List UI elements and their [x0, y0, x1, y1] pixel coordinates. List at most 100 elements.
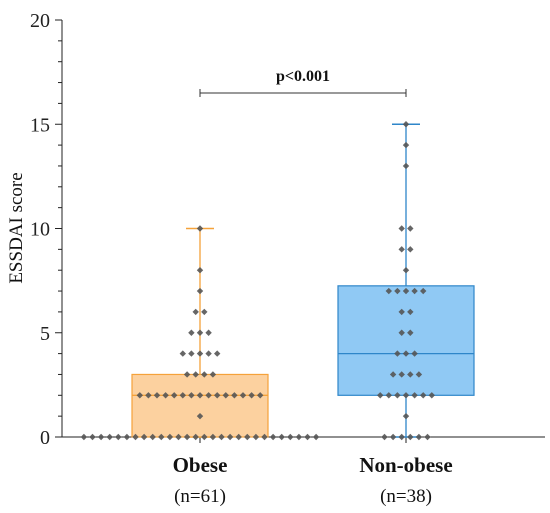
data-point	[166, 433, 174, 441]
data-point	[153, 392, 161, 399]
data-point	[201, 433, 208, 441]
data-point	[188, 392, 195, 399]
data-point	[398, 371, 405, 378]
y-tick-label: 5	[40, 323, 50, 345]
sample-size-label: (n=61)	[174, 486, 226, 507]
sample-size-label: (n=38)	[380, 486, 432, 507]
data-point	[402, 121, 410, 128]
data-point	[402, 412, 410, 420]
data-point	[407, 371, 414, 378]
data-point	[278, 433, 285, 441]
data-point	[205, 392, 212, 399]
data-point	[407, 308, 414, 316]
y-tick-label: 0	[40, 427, 50, 449]
data-point	[398, 225, 405, 232]
data-point	[205, 350, 212, 357]
data-point	[201, 371, 208, 378]
data-point	[252, 433, 260, 441]
data-point	[196, 329, 204, 336]
data-point	[402, 392, 410, 399]
data-point	[420, 392, 427, 399]
data-point	[394, 350, 401, 357]
data-point	[389, 433, 397, 441]
data-point	[196, 392, 204, 399]
data-point	[192, 433, 199, 441]
data-point	[235, 433, 242, 441]
data-point	[196, 225, 204, 232]
data-point	[411, 392, 418, 399]
data-point	[179, 392, 186, 399]
data-point	[145, 392, 152, 399]
y-tick-label: 10	[30, 219, 50, 241]
data-points	[80, 121, 435, 441]
significance-annotation: p<0.001	[199, 68, 407, 97]
data-point	[209, 371, 217, 378]
data-point	[239, 392, 247, 399]
data-point	[398, 433, 405, 441]
data-point	[196, 267, 204, 274]
data-point	[377, 392, 384, 399]
data-point	[398, 246, 405, 253]
data-point	[209, 433, 217, 441]
boxes	[131, 123, 475, 438]
data-point	[244, 433, 251, 441]
data-point	[106, 433, 113, 441]
data-point	[89, 433, 96, 441]
data-point	[183, 433, 191, 441]
data-point	[222, 392, 229, 399]
data-point	[411, 287, 418, 295]
data-point	[123, 433, 131, 441]
data-point	[398, 308, 405, 316]
data-point	[158, 433, 165, 441]
data-point	[149, 433, 156, 441]
data-point	[304, 433, 311, 441]
data-point	[196, 412, 204, 420]
data-point	[389, 371, 397, 378]
box-non-obese	[337, 123, 475, 438]
data-point	[398, 329, 405, 336]
data-point	[257, 392, 264, 399]
data-point	[269, 433, 277, 441]
data-point	[136, 392, 143, 399]
data-point	[132, 433, 139, 441]
data-point	[201, 308, 208, 316]
data-point	[381, 433, 388, 441]
data-point	[407, 329, 414, 336]
data-point	[171, 392, 178, 399]
data-point	[248, 392, 255, 399]
data-point	[394, 287, 401, 295]
data-point	[402, 141, 410, 149]
data-point	[97, 433, 105, 441]
data-point	[179, 350, 186, 357]
data-point	[188, 329, 195, 336]
data-point	[140, 433, 148, 441]
data-point	[214, 392, 221, 399]
data-point	[188, 350, 195, 357]
box-obese	[131, 227, 269, 438]
data-point	[424, 433, 431, 441]
data-point	[196, 287, 204, 295]
data-point	[115, 433, 122, 441]
data-point	[407, 433, 414, 441]
data-point	[80, 433, 88, 441]
data-point	[411, 350, 418, 357]
data-point	[183, 371, 191, 378]
data-point	[231, 392, 238, 399]
data-point	[407, 225, 414, 232]
data-point	[175, 433, 182, 441]
data-point	[402, 350, 410, 357]
data-point	[420, 287, 427, 295]
x-category-label: Obese	[173, 453, 228, 477]
data-point	[226, 433, 234, 441]
data-point	[402, 162, 410, 170]
data-point	[218, 433, 225, 441]
data-point	[428, 392, 435, 399]
data-point	[407, 246, 414, 253]
data-point	[312, 433, 320, 441]
data-point	[295, 433, 303, 441]
data-point	[287, 433, 294, 441]
data-point	[162, 392, 169, 399]
data-point	[415, 433, 423, 441]
y-tick-label: 20	[30, 10, 50, 32]
